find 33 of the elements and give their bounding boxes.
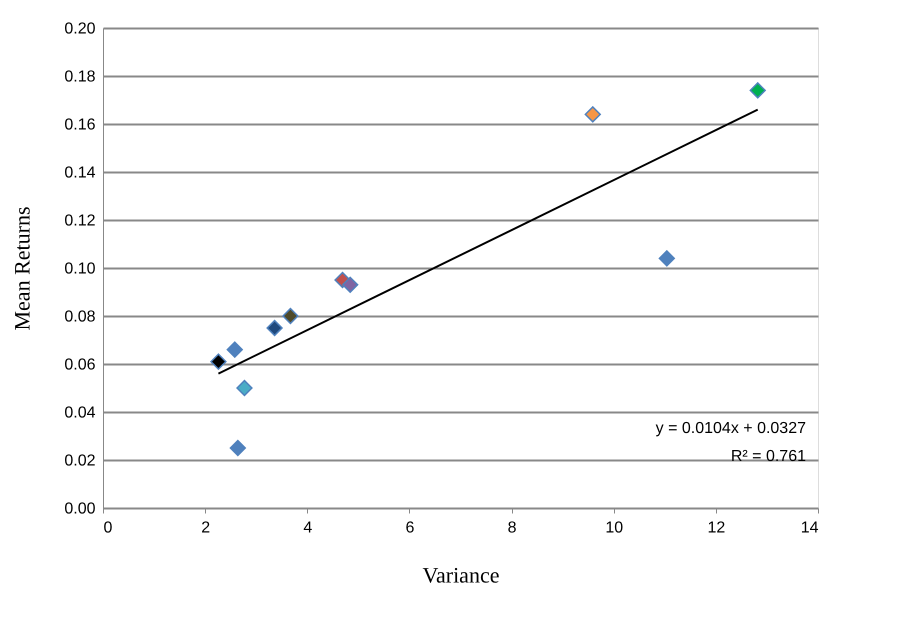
point [658, 250, 675, 267]
y-tick-label: 0.20 [64, 20, 96, 38]
x-tick-label: 6 [405, 520, 414, 536]
point [230, 440, 246, 456]
point [210, 353, 227, 370]
point [282, 308, 299, 324]
x-tick-label: 0 [104, 520, 112, 536]
y-tick-label: 0.06 [64, 356, 96, 374]
y-tick-label: 0.00 [64, 500, 96, 518]
y-tick-label: 0.18 [64, 68, 96, 86]
point [226, 341, 243, 358]
point [236, 380, 253, 396]
x-tick-label: 12 [707, 520, 726, 536]
x-tick-label: 10 [605, 520, 624, 536]
y-tick-label: 0.10 [64, 260, 96, 278]
y-tick-label: 0.16 [64, 116, 96, 134]
y-axis-title: Mean Returns [9, 206, 34, 331]
x-tick-label: 14 [800, 520, 819, 536]
y-tick-label: 0.14 [64, 164, 96, 182]
x-tick-label: 8 [508, 520, 517, 536]
annotation: y = 0.0104x + 0.0327 [656, 420, 806, 437]
annotation: R² = 0.761 [730, 448, 806, 465]
y-tick-label: 0.04 [64, 404, 96, 422]
point [750, 82, 766, 99]
y-tick-label: 0.08 [64, 308, 96, 326]
point [584, 106, 601, 123]
y-tick-label: 0.02 [64, 452, 96, 470]
point [266, 320, 283, 336]
x-tick-label: 4 [303, 520, 312, 536]
point [342, 276, 358, 293]
x-axis-title: Variance [422, 562, 500, 588]
y-tick-label: 0.12 [64, 212, 96, 230]
x-tick-label: 2 [201, 520, 210, 536]
